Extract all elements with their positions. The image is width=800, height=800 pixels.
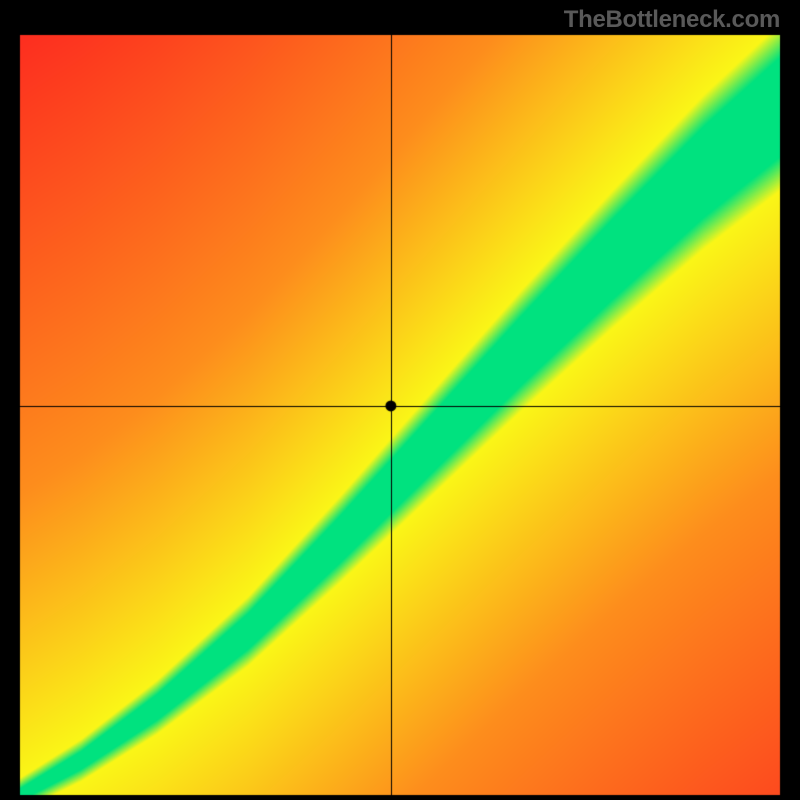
chart-container: TheBottleneck.com [0,0,800,800]
heatmap-canvas [0,0,800,800]
watermark-text: TheBottleneck.com [564,6,780,34]
